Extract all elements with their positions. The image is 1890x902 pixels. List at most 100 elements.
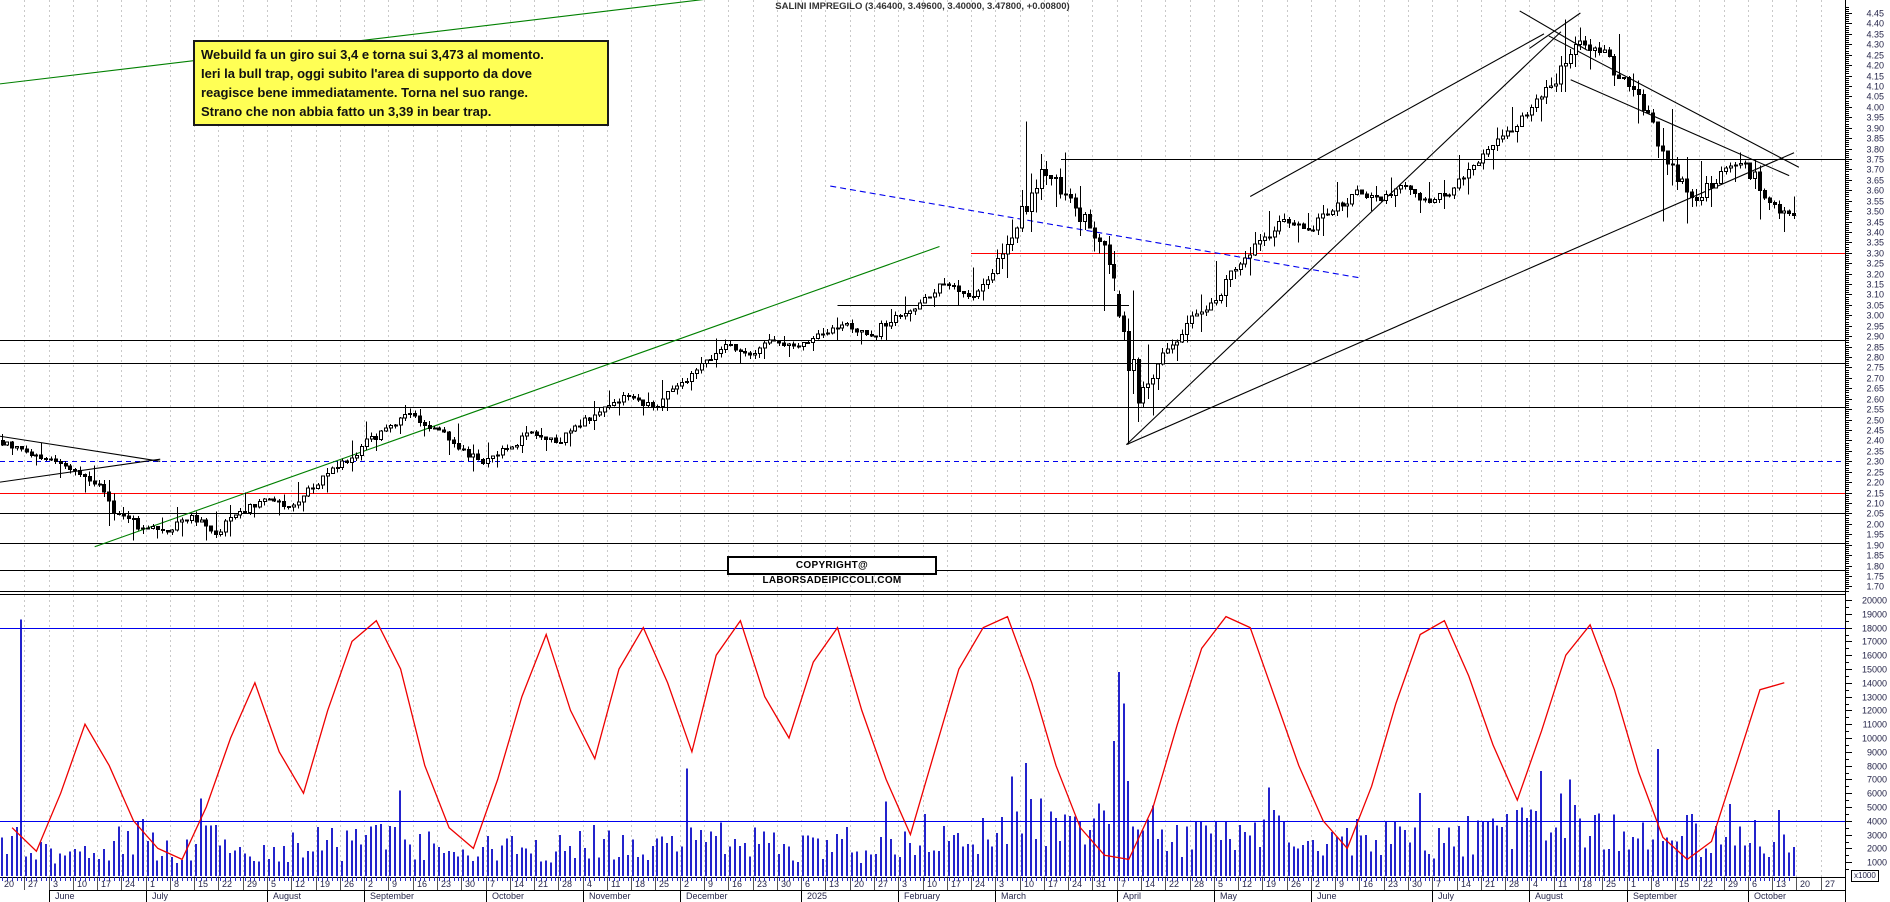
svg-text:2.85: 2.85	[1866, 343, 1884, 353]
svg-text:10000: 10000	[1862, 734, 1887, 744]
svg-text:3: 3	[53, 879, 58, 889]
volume-bars	[1, 619, 1795, 876]
svg-text:13000: 13000	[1862, 693, 1887, 703]
svg-text:14: 14	[1145, 879, 1155, 889]
svg-text:2.70: 2.70	[1866, 374, 1884, 384]
svg-text:23: 23	[757, 879, 767, 889]
svg-text:14: 14	[514, 879, 524, 889]
svg-text:2.55: 2.55	[1866, 405, 1884, 415]
svg-text:19: 19	[1266, 879, 1276, 889]
svg-text:3.40: 3.40	[1866, 228, 1884, 238]
annotation-line: Strano che non abbia fatto un 3,39 in be…	[201, 104, 492, 119]
svg-text:December: December	[686, 891, 728, 901]
svg-text:2.10: 2.10	[1866, 499, 1884, 509]
svg-text:11000: 11000	[1863, 720, 1887, 730]
svg-text:7: 7	[490, 879, 495, 889]
svg-text:18: 18	[635, 879, 645, 889]
svg-text:1.75: 1.75	[1866, 572, 1884, 582]
svg-text:28: 28	[562, 879, 572, 889]
svg-text:3.30: 3.30	[1866, 249, 1884, 259]
svg-text:July: July	[152, 891, 169, 901]
svg-text:5: 5	[1218, 879, 1223, 889]
svg-text:1.95: 1.95	[1866, 530, 1884, 540]
svg-text:3: 3	[902, 879, 907, 889]
svg-text:15: 15	[198, 879, 208, 889]
annotation-box[interactable]: Webuild fa un giro sui 3,4 e torna sui 3…	[193, 40, 609, 126]
svg-text:3.90: 3.90	[1866, 124, 1884, 134]
svg-text:August: August	[1535, 891, 1564, 901]
svg-text:15000: 15000	[1862, 665, 1887, 675]
svg-text:24: 24	[1072, 879, 1082, 889]
svg-text:3.50: 3.50	[1866, 207, 1884, 217]
svg-text:14: 14	[1461, 879, 1471, 889]
svg-text:3.35: 3.35	[1866, 238, 1884, 248]
svg-text:3.05: 3.05	[1866, 301, 1884, 311]
svg-text:June: June	[55, 891, 75, 901]
svg-text:3: 3	[999, 879, 1004, 889]
svg-text:25: 25	[1606, 879, 1616, 889]
svg-text:16: 16	[732, 879, 742, 889]
svg-text:2.35: 2.35	[1866, 447, 1884, 457]
svg-text:10: 10	[1024, 879, 1034, 889]
svg-text:7: 7	[1121, 879, 1126, 889]
svg-text:14000: 14000	[1862, 679, 1887, 689]
svg-text:11: 11	[611, 879, 620, 889]
svg-text:24: 24	[125, 879, 135, 889]
svg-text:17000: 17000	[1862, 637, 1887, 647]
volume-level-lines	[0, 628, 1845, 822]
svg-text:27: 27	[878, 879, 888, 889]
svg-text:February: February	[904, 891, 941, 901]
svg-text:2.50: 2.50	[1866, 416, 1884, 426]
svg-text:6000: 6000	[1867, 789, 1887, 799]
svg-text:3.65: 3.65	[1866, 176, 1884, 186]
svg-text:9: 9	[392, 879, 397, 889]
svg-text:July: July	[1438, 891, 1455, 901]
svg-text:2: 2	[684, 879, 689, 889]
svg-text:1: 1	[150, 879, 155, 889]
svg-text:2.90: 2.90	[1866, 332, 1884, 342]
svg-text:4.10: 4.10	[1866, 82, 1884, 92]
svg-text:12000: 12000	[1862, 706, 1887, 716]
svg-text:20000: 20000	[1862, 596, 1887, 606]
svg-text:October: October	[492, 891, 524, 901]
svg-text:3.85: 3.85	[1866, 134, 1884, 144]
support-resistance-lines	[0, 159, 1845, 592]
svg-text:10: 10	[927, 879, 937, 889]
svg-text:22: 22	[222, 879, 232, 889]
volume-multiplier-label: x1000	[1851, 870, 1879, 882]
svg-text:4.00: 4.00	[1866, 103, 1884, 113]
svg-text:28: 28	[1194, 879, 1204, 889]
svg-text:4: 4	[1533, 879, 1538, 889]
svg-text:5: 5	[271, 879, 276, 889]
svg-text:16: 16	[417, 879, 427, 889]
svg-text:3.45: 3.45	[1866, 218, 1884, 228]
svg-text:September: September	[370, 891, 414, 901]
svg-text:2.80: 2.80	[1866, 353, 1884, 363]
svg-text:16000: 16000	[1862, 651, 1887, 661]
svg-text:June: June	[1317, 891, 1337, 901]
svg-text:8000: 8000	[1867, 762, 1887, 772]
svg-text:2000: 2000	[1867, 844, 1887, 854]
gridlines	[24, 0, 1846, 877]
svg-text:4.35: 4.35	[1866, 30, 1884, 40]
svg-text:May: May	[1220, 891, 1238, 901]
svg-text:20: 20	[4, 879, 14, 889]
svg-text:18: 18	[1582, 879, 1592, 889]
svg-text:2.05: 2.05	[1866, 509, 1884, 519]
svg-text:6: 6	[805, 879, 810, 889]
svg-text:9: 9	[1339, 879, 1344, 889]
svg-text:10: 10	[77, 879, 87, 889]
svg-text:26: 26	[344, 879, 354, 889]
svg-text:3.70: 3.70	[1866, 165, 1884, 175]
svg-text:12: 12	[1242, 879, 1252, 889]
svg-text:2.60: 2.60	[1866, 395, 1884, 405]
svg-text:3.15: 3.15	[1866, 280, 1884, 290]
svg-text:4.25: 4.25	[1866, 51, 1884, 61]
svg-text:27: 27	[1825, 879, 1835, 889]
svg-text:4.20: 4.20	[1866, 61, 1884, 71]
svg-text:April: April	[1123, 891, 1141, 901]
svg-text:19000: 19000	[1862, 610, 1887, 620]
